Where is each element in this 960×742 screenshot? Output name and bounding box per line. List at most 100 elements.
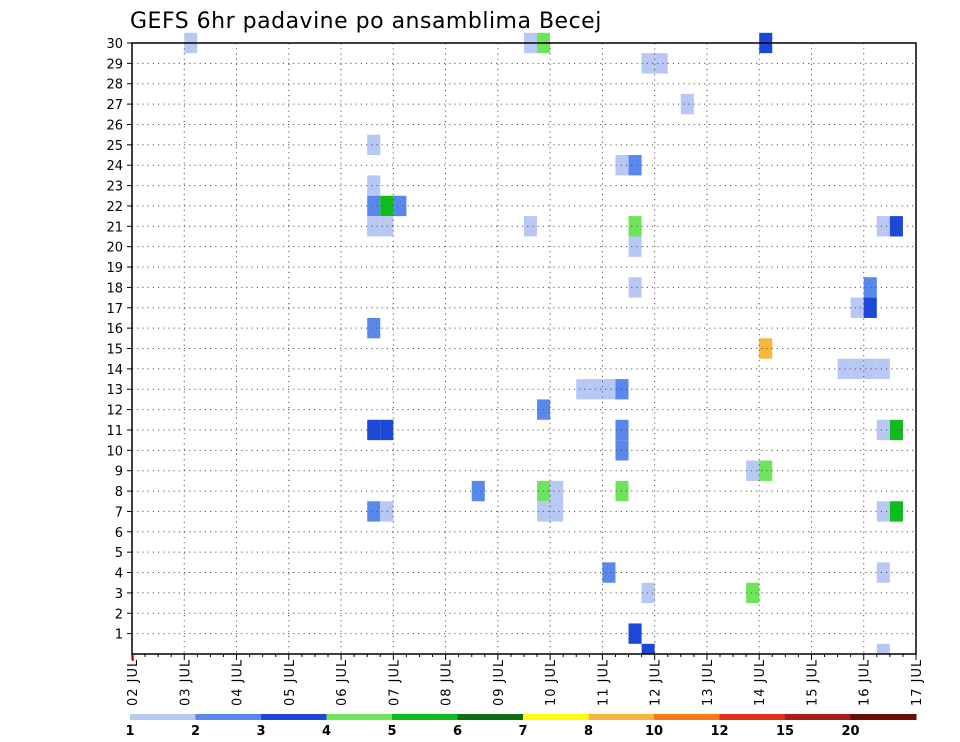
heatmap-cell — [367, 216, 381, 237]
y-tick-label: 14 — [106, 363, 123, 378]
legend-label: 12 — [710, 724, 728, 739]
heatmap-cell — [576, 379, 590, 400]
chart-title: GEFS 6hr padavine po ansamblima Becej — [130, 9, 602, 34]
heatmap-cell — [876, 501, 890, 522]
heatmap-cell — [628, 236, 642, 257]
y-tick-label: 8 — [115, 485, 123, 500]
heatmap-cell — [759, 338, 773, 359]
legend-swatch — [588, 714, 655, 720]
legend-label: 6 — [453, 724, 462, 739]
x-axis: 02 JUL 03 JUL 04 JUL 05 JUL 06 JUL 07 JUL 08 J… — [126, 654, 925, 706]
heatmap-cell — [367, 134, 381, 156]
heatmap-cell — [876, 216, 890, 237]
x-tick-label: 08 JUL — [440, 659, 455, 706]
x-tick-label: 06 JUL — [335, 659, 350, 706]
heatmap-cell — [524, 216, 538, 237]
legend-label: 10 — [645, 724, 663, 739]
heatmap-cell — [746, 460, 760, 481]
y-tick-label: 30 — [106, 37, 123, 52]
heatmap-cell — [876, 562, 890, 583]
heatmap-cell — [863, 358, 877, 380]
y-tick-label: 11 — [106, 424, 123, 439]
x-tick-label: 10 JUL — [544, 659, 559, 706]
y-tick-label: 2 — [115, 607, 123, 622]
heatmap-cell — [876, 419, 890, 441]
x-tick-label: 05 JUL — [283, 659, 298, 706]
heatmap-cell — [863, 277, 877, 298]
legend-label: 7 — [518, 724, 527, 739]
y-tick-label: 12 — [106, 404, 123, 419]
y-tick-label: 18 — [106, 281, 123, 296]
x-tick-label: 14 JUL — [753, 659, 768, 706]
y-tick-label: 29 — [106, 57, 123, 72]
heatmap-cell — [628, 277, 642, 298]
y-tick-label: 15 — [106, 343, 123, 358]
heatmap-cell — [367, 195, 381, 217]
heatmap-cell — [837, 358, 851, 380]
legend-swatch — [785, 714, 851, 720]
heatmap-cell — [889, 501, 903, 522]
heatmap-cell — [889, 419, 903, 441]
legend-swatch — [261, 714, 327, 720]
legend-swatch — [130, 714, 196, 720]
heatmap-cell — [367, 419, 381, 441]
heatmap-cell — [863, 297, 877, 318]
heatmap-cell — [550, 480, 564, 502]
heatmap-cell — [641, 643, 655, 654]
legend-label: 2 — [191, 724, 200, 739]
heatmap-cell — [641, 582, 655, 604]
heatmap-cell — [602, 379, 616, 400]
y-tick-label: 10 — [106, 444, 123, 459]
x-tick-label: 02 JUL — [126, 659, 141, 706]
y-tick-label: 1 — [115, 628, 123, 643]
heatmap-cell — [680, 93, 694, 115]
heatmap-cell — [654, 53, 668, 74]
x-tick-label: 09 JUL — [492, 659, 507, 706]
legend-swatch — [195, 714, 262, 720]
y-tick-label: 24 — [106, 159, 123, 174]
heatmap-cell — [641, 53, 655, 74]
x-tick-label: 07 JUL — [387, 659, 402, 706]
y-tick-label: 20 — [106, 241, 123, 256]
legend-label: 1 — [125, 724, 134, 739]
heatmap-cell — [367, 175, 381, 196]
x-tick-label: 17 JUL — [910, 659, 925, 706]
y-tick-label: 9 — [115, 465, 123, 480]
heatmap-cell — [628, 623, 642, 644]
legend-swatch — [392, 714, 458, 720]
x-tick-label: 04 JUL — [231, 659, 246, 706]
y-tick-label: 23 — [106, 180, 123, 195]
heatmap-cell — [628, 216, 642, 237]
y-tick-label: 27 — [106, 98, 123, 113]
legend-label: 5 — [387, 724, 396, 739]
heatmap-cell — [393, 195, 407, 217]
grid-layer — [132, 42, 916, 654]
legend-label: 8 — [584, 724, 593, 739]
heatmap-cell — [628, 155, 642, 176]
heatmap-cell — [889, 216, 903, 237]
y-tick-label: 22 — [106, 200, 123, 215]
y-axis: 1234567891011121314151617181920212223242… — [106, 37, 132, 643]
x-tick-label: 13 JUL — [701, 659, 716, 706]
x-tick-label: 16 JUL — [858, 659, 873, 706]
y-tick-label: 25 — [106, 139, 123, 154]
y-tick-label: 13 — [106, 383, 123, 398]
legend: 1 2 3 4 5 6 7 8 10 12 15 20 — [125, 714, 917, 739]
heatmap-cell — [471, 480, 485, 502]
y-tick-label: 3 — [115, 587, 123, 602]
legend-swatch — [654, 714, 720, 720]
heatmap-cell — [367, 317, 381, 339]
legend-swatch — [850, 714, 917, 720]
cells-layer — [184, 32, 903, 654]
heatmap-cell — [746, 582, 760, 604]
y-tick-label: 28 — [106, 78, 123, 93]
legend-swatch — [457, 714, 524, 720]
heatmap-cell — [367, 501, 381, 522]
y-tick-label: 7 — [115, 505, 123, 520]
heatmap-cell — [550, 501, 564, 522]
legend-swatch — [326, 714, 393, 720]
x-tick-label: 03 JUL — [178, 659, 193, 706]
heatmap-cell — [850, 358, 864, 380]
y-tick-label: 17 — [106, 302, 123, 317]
